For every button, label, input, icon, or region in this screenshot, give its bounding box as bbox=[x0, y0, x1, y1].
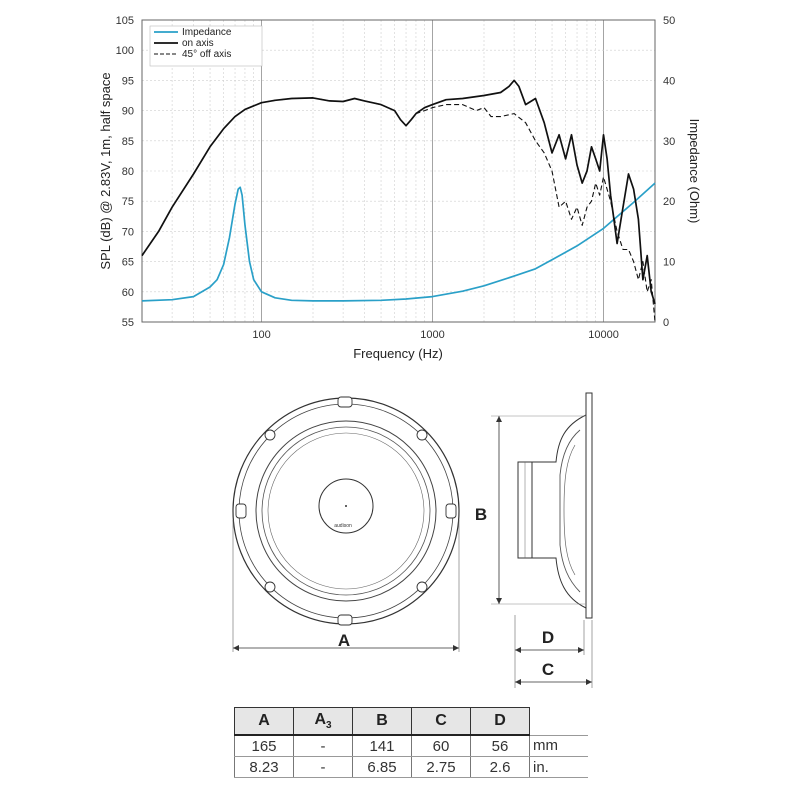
cell-a: 165 bbox=[234, 734, 294, 757]
side-basket bbox=[517, 414, 587, 609]
dim-label-a: A bbox=[338, 631, 350, 650]
dimensions-table: A A3 B C D 165 - 141 60 56 mm 8.23 - 6.8… bbox=[234, 707, 588, 778]
y2-tick-label: 40 bbox=[663, 75, 675, 87]
series-layer bbox=[141, 79, 656, 323]
dim-label-b: B bbox=[475, 505, 487, 524]
dimensions-header-row: A A3 B C D bbox=[234, 707, 589, 736]
y2-tick-label: 20 bbox=[663, 196, 675, 208]
legend-label: Impedance bbox=[182, 27, 232, 38]
x-tick-label: 1000 bbox=[420, 329, 444, 341]
cell-a3: - bbox=[293, 756, 353, 778]
speaker-drawings: audison A B D C bbox=[232, 392, 593, 688]
dust-cap bbox=[318, 478, 374, 534]
cell-unit: mm bbox=[529, 734, 588, 757]
table-row: 165 - 141 60 56 mm bbox=[234, 734, 588, 757]
y2-axis-label: Impedance (Ohm) bbox=[687, 119, 702, 224]
side-view: B D C bbox=[475, 392, 593, 688]
dim-label-c: C bbox=[542, 660, 554, 679]
header-a: A bbox=[234, 707, 294, 736]
front-surround bbox=[255, 420, 437, 602]
legend-label: on axis bbox=[182, 38, 214, 49]
plot-frame bbox=[141, 19, 656, 323]
cell-b: 6.85 bbox=[352, 756, 412, 778]
y-tick-label: 75 bbox=[122, 196, 134, 208]
dim-label-d: D bbox=[542, 628, 554, 647]
header-c: C bbox=[411, 707, 471, 736]
cell-c: 2.75 bbox=[411, 756, 471, 778]
y-tick-label: 90 bbox=[122, 106, 134, 118]
series-line-45-off-axis bbox=[141, 97, 656, 323]
y-tick-label: 95 bbox=[122, 75, 134, 87]
table-row: 8.23 - 6.85 2.75 2.6 in. bbox=[234, 756, 588, 778]
cell-b: 141 bbox=[352, 734, 412, 757]
front-view: audison A bbox=[232, 396, 460, 652]
y-tick-label: 85 bbox=[122, 136, 134, 148]
cell-unit: in. bbox=[529, 756, 588, 778]
y2-tick-label: 50 bbox=[663, 15, 675, 27]
frequency-response-chart: 55 60 65 70 75 80 85 90 95 100 105 0 10 20 30 40 50 100… bbox=[98, 15, 702, 361]
front-brand-logo: audison bbox=[334, 523, 352, 529]
series-line-on-axis bbox=[141, 79, 656, 305]
y-tick-label: 70 bbox=[122, 226, 134, 238]
y-tick-label: 55 bbox=[122, 317, 134, 329]
cell-a: 8.23 bbox=[234, 756, 294, 778]
y2-tick-label: 10 bbox=[663, 257, 675, 269]
cell-a3: - bbox=[293, 734, 353, 757]
left-axis-ticks: 55 60 65 70 75 80 85 90 95 100 105 bbox=[116, 15, 134, 329]
header-b: B bbox=[352, 707, 412, 736]
cell-d: 2.6 bbox=[470, 756, 530, 778]
legend-box bbox=[149, 25, 263, 67]
y2-tick-label: 0 bbox=[663, 317, 669, 329]
series-line-impedance bbox=[141, 182, 656, 302]
legend-label: 45° off axis bbox=[182, 49, 231, 60]
y-tick-label: 100 bbox=[116, 45, 134, 57]
side-flange bbox=[585, 392, 593, 619]
y-tick-label: 65 bbox=[122, 257, 134, 269]
y-tick-label: 60 bbox=[122, 287, 134, 299]
cell-c: 60 bbox=[411, 734, 471, 757]
y-tick-label: 105 bbox=[116, 15, 134, 27]
bottom-axis-ticks: 100 1000 10000 bbox=[252, 329, 618, 341]
x-axis-label: Frequency (Hz) bbox=[353, 346, 443, 361]
y-tick-label: 80 bbox=[122, 166, 134, 178]
y2-tick-label: 30 bbox=[663, 136, 675, 148]
header-unit-spacer bbox=[530, 708, 589, 736]
header-a3: A3 bbox=[293, 707, 353, 736]
x-tick-label: 10000 bbox=[588, 329, 619, 341]
y-axis-label: SPL (dB) @ 2.83V, 1m, half space bbox=[98, 72, 113, 269]
header-d: D bbox=[470, 707, 530, 736]
right-axis-ticks: 0 10 20 30 40 50 bbox=[663, 15, 675, 329]
mounting-tabs bbox=[235, 396, 457, 626]
cell-d: 56 bbox=[470, 734, 530, 757]
x-tick-label: 100 bbox=[252, 329, 270, 341]
